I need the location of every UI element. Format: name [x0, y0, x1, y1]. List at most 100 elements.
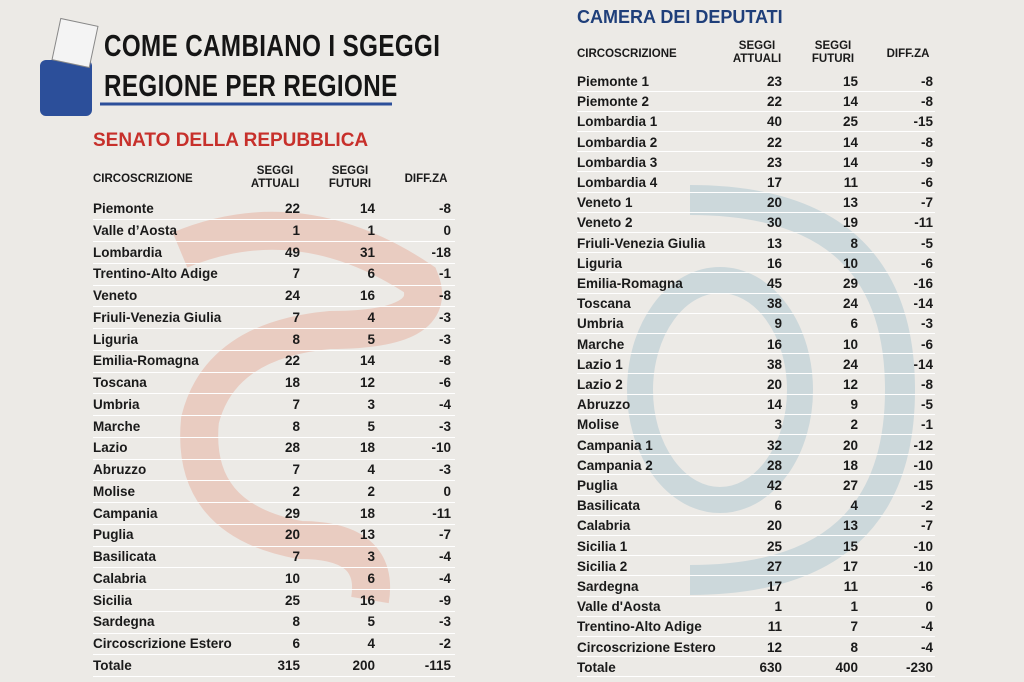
cell-value: 24: [284, 288, 300, 303]
table-row: Sicilia 1 25 15 -10: [577, 537, 935, 557]
region-name: Piemonte 2: [577, 94, 650, 110]
cell-value: 24: [842, 296, 858, 312]
cell-value: 31: [359, 244, 375, 260]
table-row: Piemonte 1 23 15 -8: [577, 72, 935, 92]
table-row: Emilia-Romagna 22 14 -8: [93, 351, 455, 373]
cell-value: -5: [920, 235, 933, 251]
cell-value: -115: [424, 657, 451, 673]
cell-value: 22: [284, 353, 300, 369]
table-row: Lazio 1 38 24 -14: [577, 355, 935, 375]
column-header: CIRCOSCRIZIONE: [93, 173, 193, 185]
cell-value: 18: [359, 440, 375, 456]
cell-value: 4: [850, 498, 858, 514]
region-name: Valle d'Aosta: [577, 599, 661, 615]
cell-value: 200: [352, 657, 375, 673]
cell-value: 11: [767, 619, 782, 635]
region-name: Sicilia 2: [577, 558, 628, 574]
table-row: Molise 3 2 -1: [577, 415, 935, 436]
table-row: Molise 2 2 0: [93, 482, 455, 503]
region-name: Lombardia: [93, 244, 163, 260]
cell-value: -4: [438, 570, 451, 586]
table-row: Friuli-Venezia Giulia 13 8 -5: [577, 234, 935, 254]
cell-value: -4: [920, 619, 933, 635]
cell-value: 12: [766, 639, 782, 655]
cell-value: -3: [920, 316, 933, 332]
cell-value: -8: [920, 94, 933, 110]
table-row: Sardegna 17 11 -6: [577, 577, 935, 597]
cell-value: 15: [842, 538, 858, 554]
cell-value: 20: [842, 437, 858, 453]
cell-value: 42: [766, 478, 782, 493]
cell-value: -6: [920, 336, 933, 352]
cell-value: 15: [842, 74, 858, 89]
cell-value: -14: [913, 356, 933, 372]
cell-value: 5: [367, 331, 375, 347]
cell-value: 630: [759, 659, 782, 675]
cell-value: 11: [843, 579, 858, 594]
cell-value: 27: [842, 478, 858, 493]
cell-value: 40: [766, 114, 782, 130]
region-name: Sicilia: [93, 592, 133, 608]
cell-value: 8: [850, 235, 858, 251]
section-title: CAMERA DEI DEPUTATI: [577, 7, 783, 27]
column-header: SEGGI FUTURI: [811, 40, 855, 65]
table-row: Calabria 20 13 -7: [577, 516, 935, 537]
cell-value: 49: [284, 244, 300, 260]
cell-value: -8: [920, 74, 933, 89]
cell-value: 1: [850, 599, 858, 615]
region-name: Lazio 2: [577, 377, 623, 392]
region-name: Sardegna: [577, 579, 639, 594]
cell-value: 3: [774, 417, 782, 433]
table-row: Sardegna 8 5 -3: [93, 612, 455, 634]
table-row: Totale 315 200 -115: [93, 656, 455, 677]
cell-value: 7: [292, 309, 300, 325]
cell-value: -4: [920, 639, 933, 655]
cell-value: 10: [284, 570, 300, 586]
table-row: Trentino-Alto Adige 11 7 -4: [577, 617, 935, 638]
title: REGIONE PER REGIONE: [104, 68, 398, 103]
region-name: Valle d’Aosta: [93, 222, 178, 238]
region-name: Trentino-Alto Adige: [577, 619, 702, 635]
cell-value: -10: [431, 440, 451, 456]
cell-value: 38: [766, 356, 782, 372]
cell-value: -7: [438, 527, 451, 543]
region-name: Friuli-Venezia Giulia: [577, 235, 706, 251]
region-name: Basilicata: [577, 498, 641, 514]
cell-value: 8: [292, 331, 300, 347]
table-row: Veneto 2 30 19 -11: [577, 213, 935, 234]
column-header: CIRCOSCRIZIONE: [577, 48, 677, 60]
cell-value: -6: [438, 375, 451, 390]
region-name: Lazio: [93, 440, 128, 456]
cell-value: 20: [766, 377, 782, 392]
column-header: DIFF.ZA: [886, 48, 930, 60]
cell-value: 9: [774, 316, 782, 332]
cell-value: 14: [842, 134, 858, 150]
cell-value: 0: [443, 483, 451, 499]
region-name: Puglia: [93, 527, 134, 543]
cell-value: -2: [920, 498, 933, 514]
cell-value: -12: [913, 437, 933, 453]
region-name: Campania 1: [577, 437, 653, 453]
cell-value: 6: [774, 498, 782, 514]
cell-value: 3: [367, 549, 375, 564]
cell-value: -8: [920, 377, 933, 392]
cell-value: 28: [766, 457, 782, 473]
cell-value: 30: [766, 215, 782, 231]
table-row: Veneto 1 20 13 -7: [577, 193, 935, 213]
cell-value: 7: [292, 549, 300, 564]
table-row: Lombardia 1 40 25 -15: [577, 112, 935, 133]
table-row: Piemonte 22 14 -8: [93, 199, 455, 221]
column-header: SEGGI FUTURI: [328, 165, 372, 190]
table-row: Marche 16 10 -6: [577, 335, 935, 355]
cell-value: 3: [367, 396, 375, 412]
cell-value: -8: [438, 353, 451, 369]
cell-value: 14: [359, 353, 375, 369]
table-row: Basilicata 7 3 -4: [93, 547, 455, 569]
cell-value: 32: [766, 437, 782, 453]
cell-value: 13: [359, 527, 375, 543]
cell-value: 315: [277, 657, 300, 673]
cell-value: -3: [438, 614, 451, 630]
region-name: Campania 2: [577, 457, 653, 473]
region-name: Umbria: [93, 396, 140, 412]
